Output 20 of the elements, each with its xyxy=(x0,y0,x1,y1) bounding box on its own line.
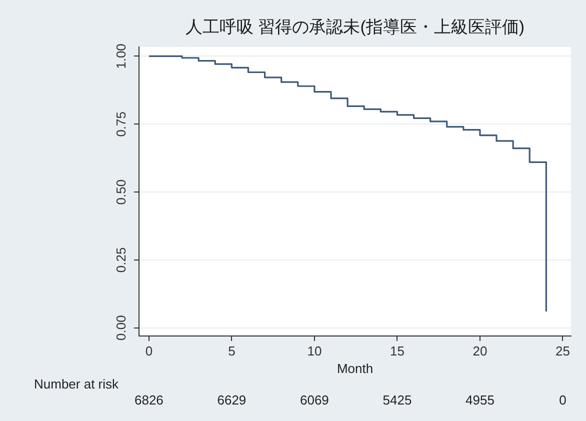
x-tick-label: 20 xyxy=(472,343,488,358)
text: 5425 xyxy=(382,392,412,408)
y-tick-label: 1.00 xyxy=(114,44,129,69)
x-tick-label: 10 xyxy=(307,343,322,358)
x-tick-label: 0 xyxy=(145,343,153,358)
x-tick-label: 5 xyxy=(228,343,236,358)
y-tick-label: 0.25 xyxy=(114,247,129,273)
x-tick-label: 25 xyxy=(555,343,570,358)
text: Number at risk xyxy=(34,376,120,392)
text: 6069 xyxy=(300,392,329,408)
x-axis-title: Month xyxy=(336,360,374,376)
text: 4955 xyxy=(466,392,494,408)
y-tick-label: 0.00 xyxy=(114,315,129,341)
chart-title: 人工呼吸 習得の承認未(指導医・上級医評価) xyxy=(185,18,525,37)
y-tick-label: 0.75 xyxy=(114,111,129,137)
x-tick-label: 15 xyxy=(390,343,404,358)
text: 6629 xyxy=(217,392,246,408)
y-tick-label: 0.50 xyxy=(114,179,129,205)
text: 6826 xyxy=(134,392,164,408)
text: 0 xyxy=(559,392,566,408)
